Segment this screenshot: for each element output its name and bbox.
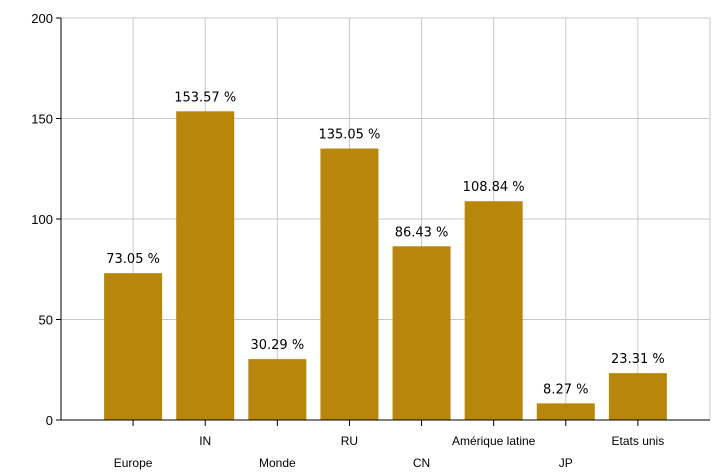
- x-category-label: Monde: [259, 456, 296, 470]
- data-label: 23.31 %: [611, 352, 665, 367]
- y-tick-label: 200: [31, 11, 53, 26]
- data-label: 86.43 %: [395, 225, 449, 240]
- y-tick-label: 150: [31, 112, 53, 127]
- bar-jp: [536, 403, 595, 420]
- x-category-label: IN: [199, 434, 211, 448]
- x-category-label: Etats unis: [612, 434, 665, 448]
- bar-europe: [104, 273, 163, 420]
- bar-cn: [392, 246, 451, 420]
- bar-in: [176, 111, 235, 420]
- labels-group: 0 50 100 150 200 73.05 % Europe 153.57 % IN 30.29…: [31, 11, 664, 470]
- x-category-label: RU: [341, 434, 358, 448]
- grid-lines: [61, 17, 711, 421]
- bar-ru: [320, 148, 379, 420]
- x-category-label: JP: [559, 456, 573, 470]
- data-label: 108.84 %: [463, 180, 525, 195]
- data-label: 73.05 %: [106, 252, 160, 267]
- y-tick-label: 100: [31, 212, 53, 227]
- bar-monde: [248, 359, 307, 420]
- x-category-label: Europe: [114, 456, 153, 470]
- x-category-label: Amérique latine: [452, 434, 536, 448]
- bar-etats-unis: [608, 373, 667, 420]
- bar-am-rique-latine: [464, 201, 523, 420]
- y-tick-label: 50: [39, 313, 53, 328]
- data-label: 8.27 %: [543, 382, 588, 397]
- data-label: 30.29 %: [250, 338, 304, 353]
- data-label: 135.05 %: [318, 128, 380, 143]
- axes-group: [56, 17, 710, 426]
- y-tick-label: 0: [46, 413, 53, 428]
- bars-group: [104, 111, 667, 420]
- x-category-label: CN: [413, 456, 430, 470]
- data-label: 153.57 %: [174, 90, 236, 105]
